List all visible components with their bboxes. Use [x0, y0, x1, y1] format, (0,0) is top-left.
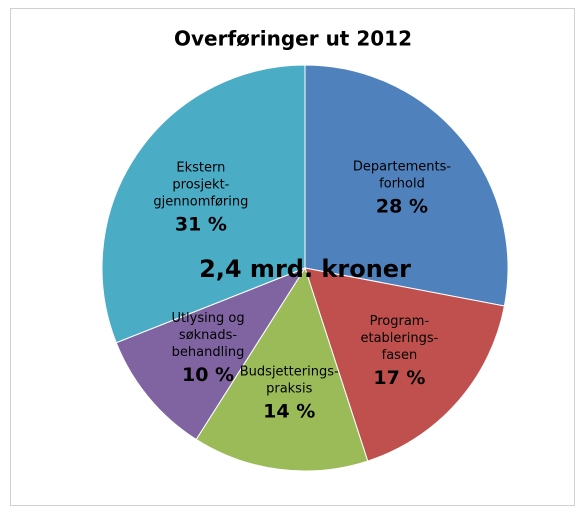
value-label: 17 %	[373, 367, 425, 389]
slice-label: Utlysing og	[171, 311, 244, 326]
slice-label: praksis	[266, 381, 312, 396]
pie-slice	[101, 64, 306, 344]
value-label: 31 %	[175, 213, 227, 235]
slice-label: etablerings-	[360, 331, 438, 346]
slice-label: søknads-	[179, 328, 237, 343]
pie-slice	[195, 266, 369, 472]
slice-label: gjennomføring	[153, 194, 248, 209]
slice-label: fasen	[382, 348, 418, 363]
slice-label: Ekstern	[176, 160, 225, 175]
value-label: 10 %	[182, 364, 234, 386]
slice-label: behandling	[172, 345, 245, 360]
value-label: 14 %	[263, 400, 315, 422]
slice-label: forhold	[379, 176, 425, 191]
value-label: 28 %	[376, 195, 428, 217]
slice-label: Budsjetterings-	[240, 364, 339, 379]
pie-slice	[304, 267, 505, 462]
pie-slice	[115, 266, 307, 441]
center-annotation: 2,4 mrd. kroner	[199, 255, 411, 283]
slice-label: prosjekt-	[172, 177, 229, 192]
chart-title: Overføringer ut 2012	[174, 27, 412, 51]
slice-label: Program-	[370, 314, 430, 329]
slice-label: Departements-	[353, 159, 451, 174]
pie-slice	[304, 64, 509, 307]
